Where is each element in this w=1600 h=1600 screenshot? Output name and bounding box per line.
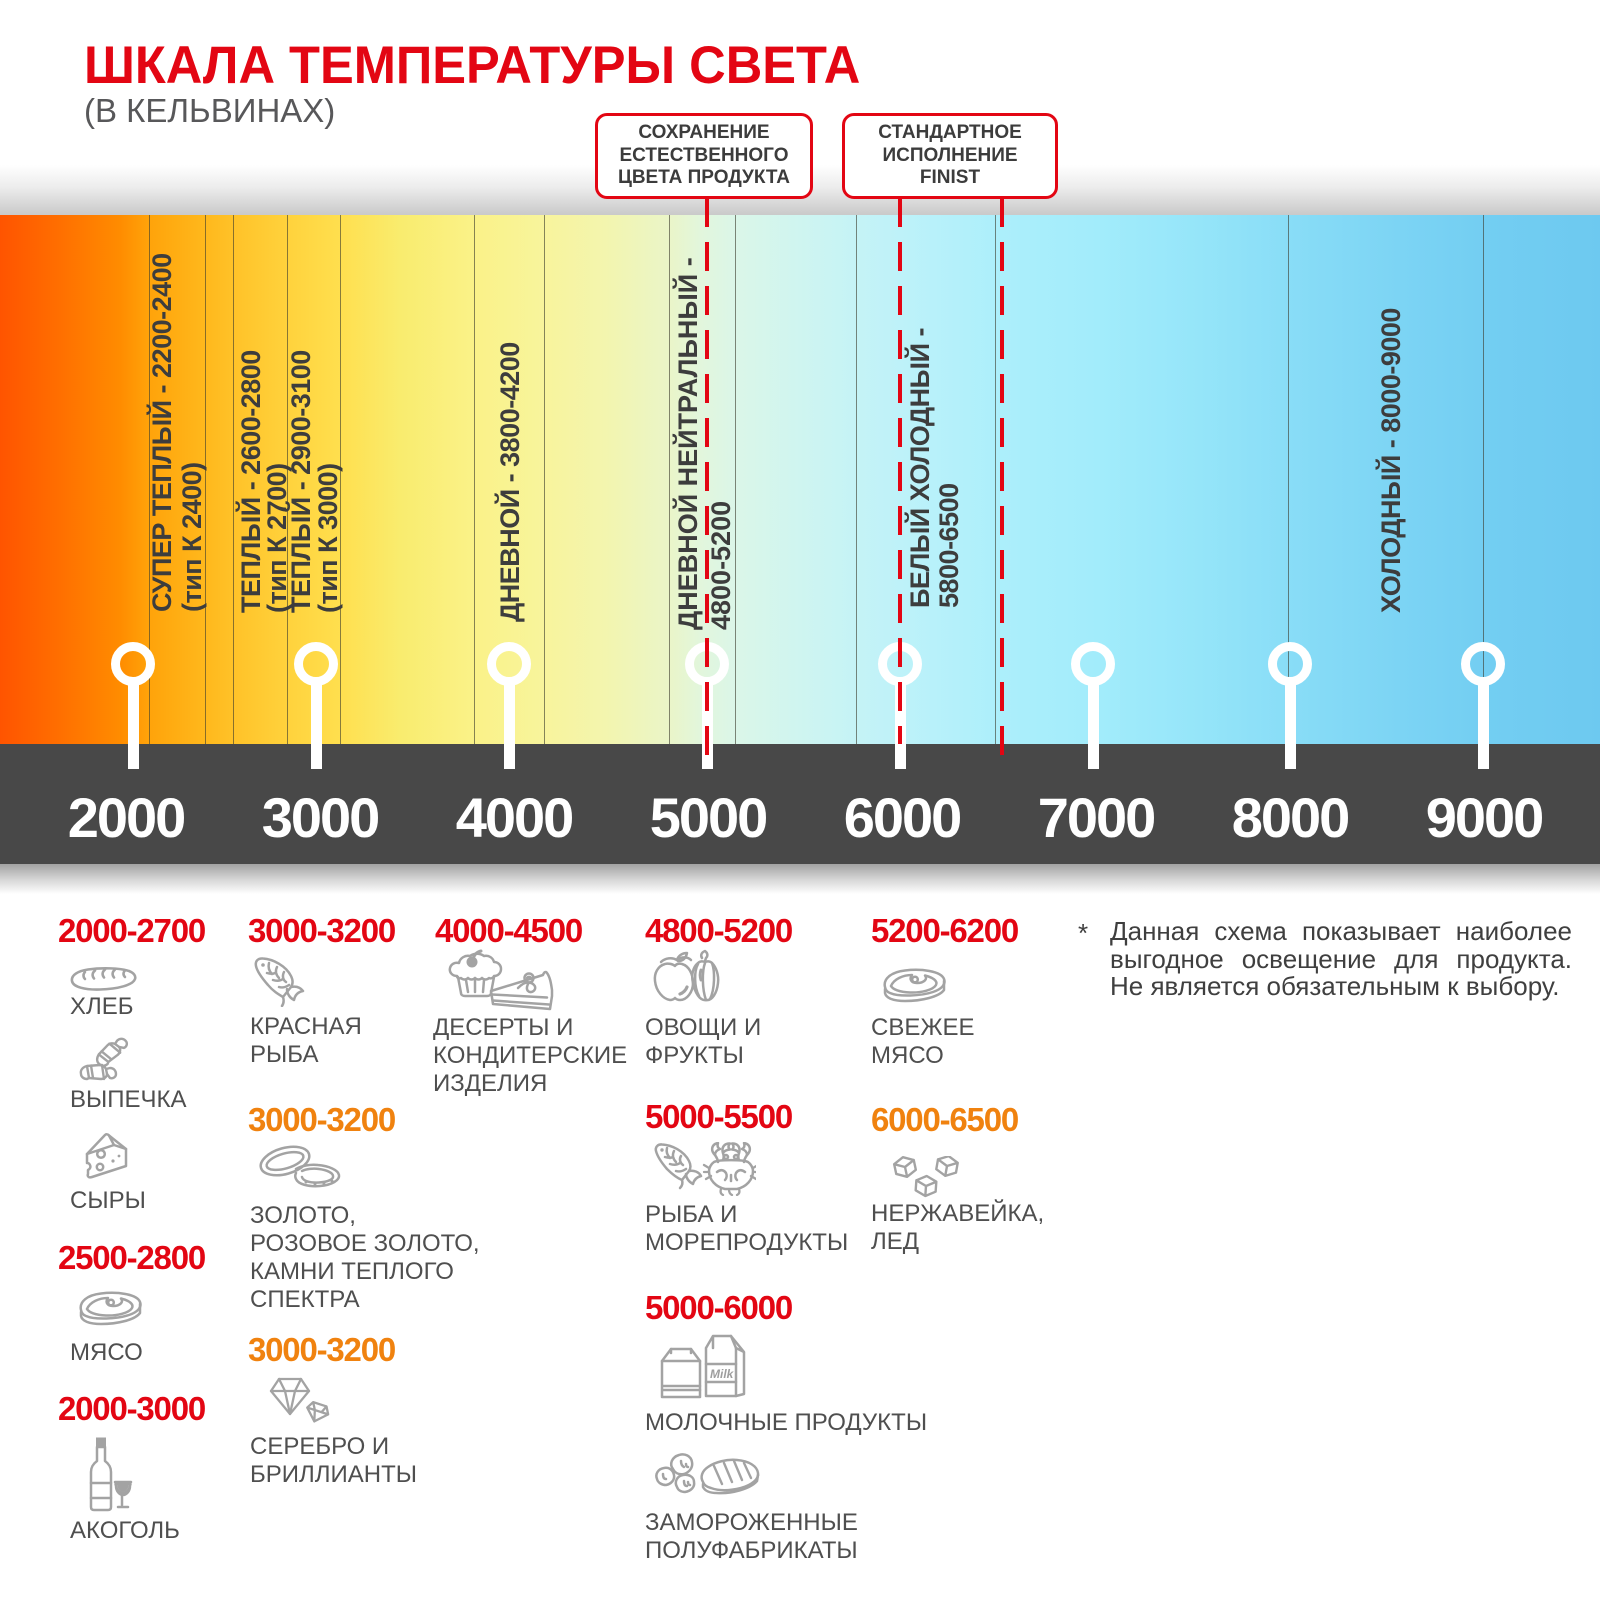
svg-text:Milk: Milk xyxy=(710,1367,735,1381)
